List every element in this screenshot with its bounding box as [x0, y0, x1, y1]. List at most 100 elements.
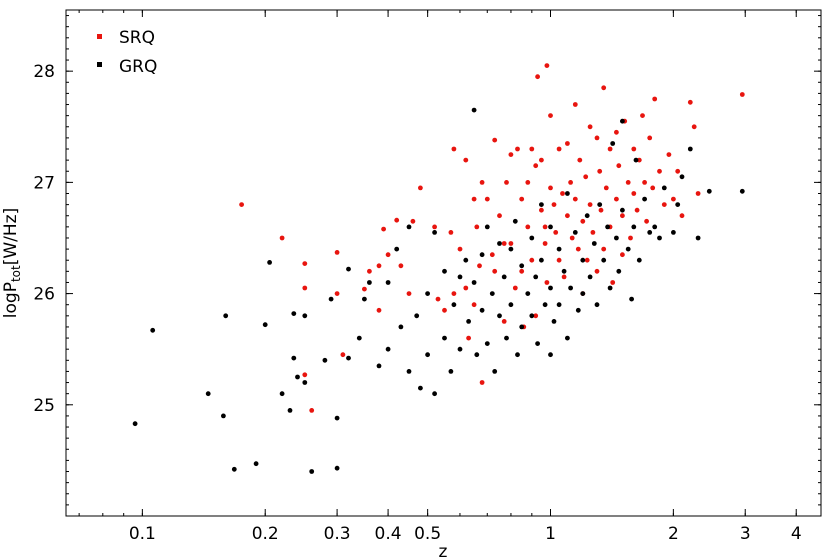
point-grq — [466, 319, 471, 324]
point-grq — [362, 296, 367, 302]
point-srq — [432, 224, 437, 230]
point-srq — [657, 168, 662, 174]
point-grq — [565, 335, 570, 341]
point-grq — [556, 302, 562, 308]
point-grq — [448, 369, 454, 374]
point-grq — [334, 465, 340, 471]
point-grq — [205, 391, 211, 397]
point-grq — [279, 391, 285, 397]
point-grq — [328, 296, 334, 302]
x-tick-label: 0.3 — [324, 524, 351, 544]
point-srq — [594, 135, 600, 141]
point-srq — [587, 202, 593, 208]
point-srq — [551, 202, 557, 208]
point-srq — [519, 268, 525, 274]
y-tick-label: 28 — [33, 62, 55, 82]
point-srq — [479, 180, 485, 185]
point-srq — [442, 307, 447, 313]
point-srq — [553, 230, 559, 235]
point-srq — [489, 252, 495, 258]
point-srq — [614, 129, 619, 135]
point-grq — [231, 466, 237, 472]
point-grq — [418, 385, 423, 391]
point-grq — [497, 313, 502, 319]
point-srq — [381, 226, 386, 232]
point-grq — [425, 352, 430, 358]
point-grq — [484, 224, 490, 230]
point-srq — [584, 257, 590, 263]
point-grq — [479, 252, 485, 258]
point-grq — [479, 307, 485, 313]
point-srq — [492, 137, 498, 143]
point-grq — [508, 302, 514, 308]
point-grq — [492, 369, 498, 374]
point-srq — [587, 124, 593, 130]
point-srq — [565, 141, 570, 146]
point-srq — [614, 196, 619, 202]
point-grq — [548, 352, 553, 358]
x-axis-label: z — [439, 542, 448, 560]
point-srq — [603, 185, 609, 191]
point-grq — [657, 235, 662, 241]
point-srq — [569, 235, 575, 241]
point-grq — [471, 107, 477, 113]
x-tick-label: 2 — [668, 524, 679, 544]
point-srq — [601, 246, 607, 252]
point-grq — [616, 268, 622, 274]
point-srq — [610, 280, 616, 285]
y-tick-label: 27 — [33, 173, 55, 193]
point-srq — [504, 180, 509, 185]
point-srq — [471, 302, 477, 308]
point-srq — [542, 241, 548, 246]
point-srq — [590, 230, 596, 235]
point-srq — [631, 146, 637, 152]
point-grq — [508, 246, 514, 252]
point-grq — [291, 311, 297, 316]
point-grq — [267, 260, 272, 265]
point-srq — [497, 213, 502, 219]
point-grq — [607, 285, 613, 291]
point-srq — [636, 157, 642, 163]
point-srq — [519, 196, 525, 202]
point-srq — [548, 113, 553, 118]
point-srq — [508, 152, 514, 158]
x-tick-label: 0.5 — [414, 524, 441, 544]
point-grq — [406, 369, 412, 374]
point-srq — [529, 146, 535, 152]
point-grq — [661, 185, 667, 191]
point-grq — [302, 380, 308, 385]
point-grq — [556, 246, 562, 252]
point-srq — [302, 285, 308, 291]
point-srq — [561, 274, 567, 280]
point-srq — [577, 157, 583, 163]
point-srq — [533, 163, 539, 169]
point-srq — [594, 268, 600, 274]
point-srq — [634, 207, 640, 213]
point-srq — [544, 63, 550, 68]
point-srq — [334, 291, 340, 296]
point-grq — [432, 230, 437, 235]
point-grq — [489, 291, 495, 296]
point-srq — [620, 213, 625, 219]
point-grq — [132, 421, 138, 427]
point-srq — [479, 380, 485, 385]
point-srq — [642, 180, 647, 185]
point-grq — [501, 274, 507, 280]
point-grq — [322, 357, 328, 363]
point-grq — [587, 274, 593, 280]
point-grq — [442, 335, 447, 341]
x-tick-label: 3 — [740, 524, 751, 544]
point-srq — [309, 408, 315, 413]
point-grq — [150, 327, 156, 333]
point-grq — [525, 291, 531, 296]
point-srq — [583, 174, 589, 180]
point-grq — [580, 257, 586, 263]
point-srq — [544, 280, 550, 285]
point-srq — [474, 224, 480, 230]
point-srq — [367, 268, 372, 274]
x-tick-label: 0.2 — [252, 524, 279, 544]
x-tick-labels: 0.1 0.2 0.3 0.4 0.5 1 2 3 4 — [129, 524, 802, 544]
major-ticks — [66, 10, 821, 516]
y-axis-label-subscript: tot — [9, 265, 23, 282]
point-grq — [633, 157, 639, 163]
